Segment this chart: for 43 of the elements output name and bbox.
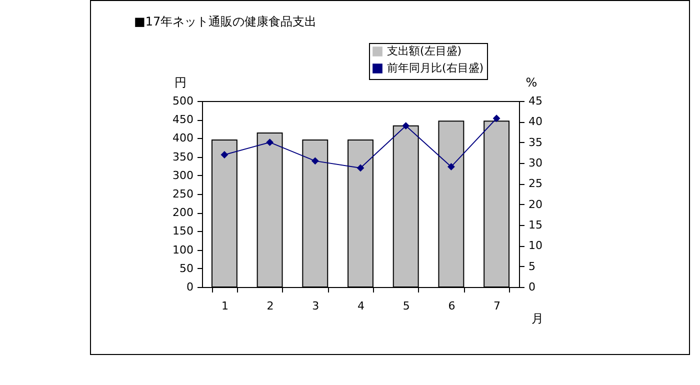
point [220,151,228,158]
y-tick-label: 50 [180,262,194,275]
y2-tick-label: 0 [528,280,536,294]
x-tick-label: 6 [448,300,456,312]
y2-tick-label: 5 [528,260,536,273]
point [492,114,500,122]
y-tick-label: 300 [172,168,194,182]
y-tick-label: 250 [172,188,194,200]
bar [302,140,328,288]
y-tick-label: 400 [172,132,194,145]
y2-tick-label: 15 [528,218,542,232]
x-tick-label: 3 [312,300,320,312]
y-tick-label: 500 [172,94,194,108]
y-tick-label: 200 [172,206,194,220]
x-tick-label: 2 [266,300,274,312]
y-tick-label: 0 [186,280,194,294]
point [266,138,274,146]
x-tick-label: 4 [358,300,364,312]
y2-tick-label: 25 [528,177,542,190]
chart-title: ■17年ネット通販の健康食品支出 [134,14,317,28]
x-tick-label: 1 [221,300,228,312]
y-axis-title: 円 [174,76,186,90]
x-axis-title: 月 [532,312,544,326]
y-tick-label: 350 [172,150,194,164]
point [356,164,364,172]
point [402,122,410,130]
y2-tick-label: 20 [528,198,542,211]
x-tick-label: 7 [494,300,501,312]
legend-label: 前年同月比(右目盛) [387,62,484,74]
y2-tick-label: 30 [528,156,542,170]
y2-axis-title: % [526,76,538,90]
y2-tick-label: 45 [528,94,542,108]
y-tick-label: 100 [172,243,194,256]
bar [438,120,464,288]
point [311,157,319,165]
x-tick-label: 5 [402,300,410,312]
y2-tick-label: 40 [528,115,542,128]
y-tick-label: 450 [172,113,194,126]
legend-label: 支出額(左目盛) [387,44,462,58]
point [447,163,455,170]
y2-tick-label: 35 [528,136,542,149]
y2-tick-label: 10 [528,239,542,252]
y-tick-label: 150 [172,224,194,238]
